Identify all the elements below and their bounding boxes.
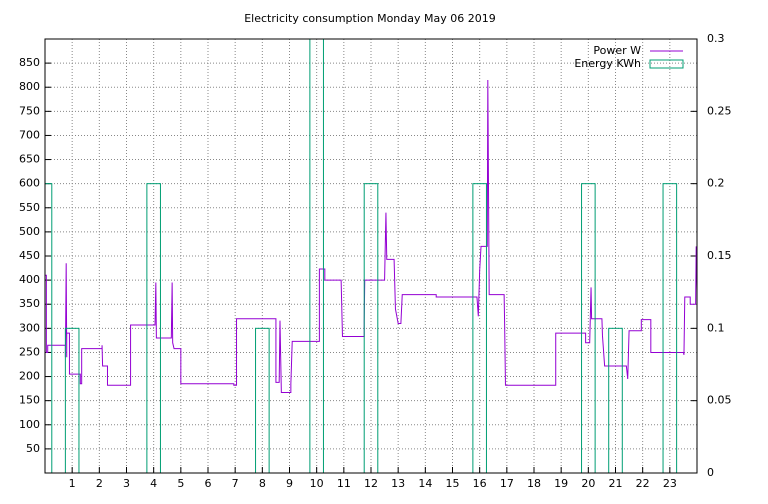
x-tick-label: 1 [69, 477, 76, 490]
x-tick-label: 3 [123, 477, 130, 490]
x-tick-label: 19 [554, 477, 568, 490]
energy-box [146, 183, 161, 473]
x-tick-label: 11 [337, 477, 351, 490]
energy-box [608, 327, 623, 473]
chart-title: Electricity consumption Monday May 06 20… [244, 12, 496, 25]
y-tick-label: 750 [19, 104, 40, 117]
x-tick-label: 16 [473, 477, 487, 490]
x-tick-label: 14 [418, 477, 432, 490]
y2-tick-label: 0.05 [707, 394, 732, 407]
x-tick-label: 2 [96, 477, 103, 490]
x-tick-label: 15 [446, 477, 460, 490]
x-tick-label: 13 [391, 477, 405, 490]
plot-area [45, 39, 697, 473]
y-tick-label: 250 [19, 345, 40, 358]
energy-box [363, 183, 379, 473]
energy-box [581, 183, 596, 473]
legend-label: Power W [593, 44, 641, 57]
y-tick-label: 500 [19, 225, 40, 238]
y-tick-label: 450 [19, 249, 40, 262]
x-tick-label: 6 [205, 477, 212, 490]
x-tick-label: 17 [500, 477, 514, 490]
energy-box [309, 39, 324, 473]
x-tick-label: 23 [663, 477, 677, 490]
y-tick-label: 650 [19, 153, 40, 166]
x-tick-label: 9 [286, 477, 293, 490]
y2-tick-label: 0.1 [707, 321, 725, 334]
x-tick-label: 20 [581, 477, 595, 490]
x-tick-label: 4 [150, 477, 157, 490]
y2-tick-label: 0 [707, 466, 714, 479]
y2-tick-label: 0.25 [707, 104, 732, 117]
x-tick-label: 22 [636, 477, 650, 490]
energy-box [64, 327, 80, 473]
y-tick-label: 150 [19, 394, 40, 407]
energy-box [45, 183, 53, 473]
y-tick-label: 200 [19, 370, 40, 383]
plot-border [44, 38, 698, 474]
y-tick-label: 550 [19, 201, 40, 214]
y-tick-label: 600 [19, 177, 40, 190]
x-tick-label: 21 [609, 477, 623, 490]
y-tick-label: 850 [19, 56, 40, 69]
y-tick-label: 400 [19, 273, 40, 286]
energy-box [472, 183, 487, 473]
x-tick-label: 8 [259, 477, 266, 490]
x-tick-label: 5 [177, 477, 184, 490]
y2-tick-label: 0.15 [707, 249, 732, 262]
y-tick-label: 100 [19, 418, 40, 431]
y2-tick-label: 0.3 [707, 32, 725, 45]
legend-swatch [649, 59, 684, 69]
x-tick-label: 12 [364, 477, 378, 490]
energy-box [662, 183, 678, 473]
power-line [45, 79, 697, 393]
x-tick-label: 7 [232, 477, 239, 490]
x-tick-label: 18 [527, 477, 541, 490]
y-tick-label: 350 [19, 297, 40, 310]
y2-tick-label: 0.2 [707, 177, 725, 190]
y-tick-label: 700 [19, 128, 40, 141]
x-tick-label: 10 [310, 477, 324, 490]
y-tick-label: 50 [26, 442, 40, 455]
y-tick-label: 300 [19, 321, 40, 334]
legend-label: Energy KWh [574, 57, 641, 70]
y-tick-label: 800 [19, 80, 40, 93]
energy-box [255, 327, 270, 473]
